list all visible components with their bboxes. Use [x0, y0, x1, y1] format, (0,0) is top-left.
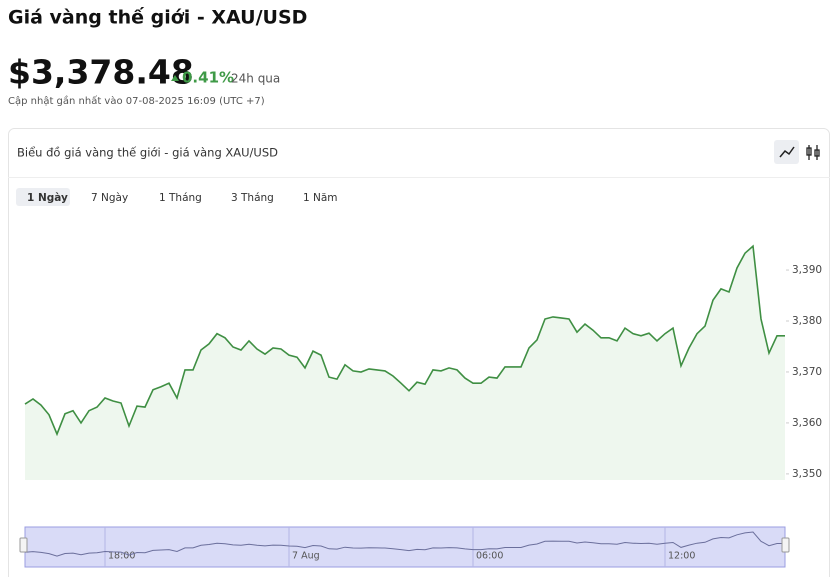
tab[interactable]: 1 Tháng	[159, 192, 202, 204]
tab[interactable]: 3 Tháng	[231, 192, 274, 204]
nav-handle-right[interactable]	[781, 537, 790, 553]
area	[25, 246, 785, 480]
candle-button[interactable]	[806, 145, 820, 160]
y-tick-label: 3,370	[792, 366, 822, 378]
tab[interactable]: 1 Ngày	[27, 192, 68, 204]
tabs: 1 Ngày 7 Ngày 1 Tháng 3 Tháng 1 Năm	[16, 188, 338, 206]
period: 24h qua	[231, 72, 280, 86]
line-icon	[779, 146, 795, 158]
y-tick-label: 3,360	[792, 417, 822, 429]
nav-label: 7 Aug	[292, 551, 320, 562]
y-tick-label: 3,390	[792, 264, 822, 276]
price-line	[24, 244, 785, 437]
nav-label: 06:00	[476, 551, 503, 562]
page-title: Giá vàng thế giới - XAU/USD	[8, 6, 307, 29]
nav-handle-left[interactable]	[19, 537, 28, 553]
tab[interactable]: 1 Năm	[303, 192, 338, 204]
change: 0.41%	[182, 69, 234, 87]
price: $3,378.48	[8, 53, 194, 92]
navigator-content: 18:00 7 Aug 06:00 12:00	[24, 527, 785, 567]
updated: Cập nhật gần nhất vào 07-08-2025 16:09 (…	[8, 95, 265, 107]
y-tick-label: 3,380	[792, 315, 822, 327]
nav-label: 12:00	[668, 551, 695, 562]
y-tick-label: 3,350	[792, 468, 822, 480]
tab-active-bg	[16, 188, 70, 206]
card-title: Biểu đồ giá vàng thế giới - giá vàng XAU…	[17, 146, 278, 160]
nav-line	[24, 531, 785, 557]
plot: 3,350 3,360 3,370 3,380 3,390	[24, 244, 822, 480]
up-arrow	[171, 75, 179, 81]
tab[interactable]: 7 Ngày	[91, 192, 128, 204]
nav-label: 18:00	[108, 551, 135, 562]
navigator[interactable]	[24, 526, 786, 568]
